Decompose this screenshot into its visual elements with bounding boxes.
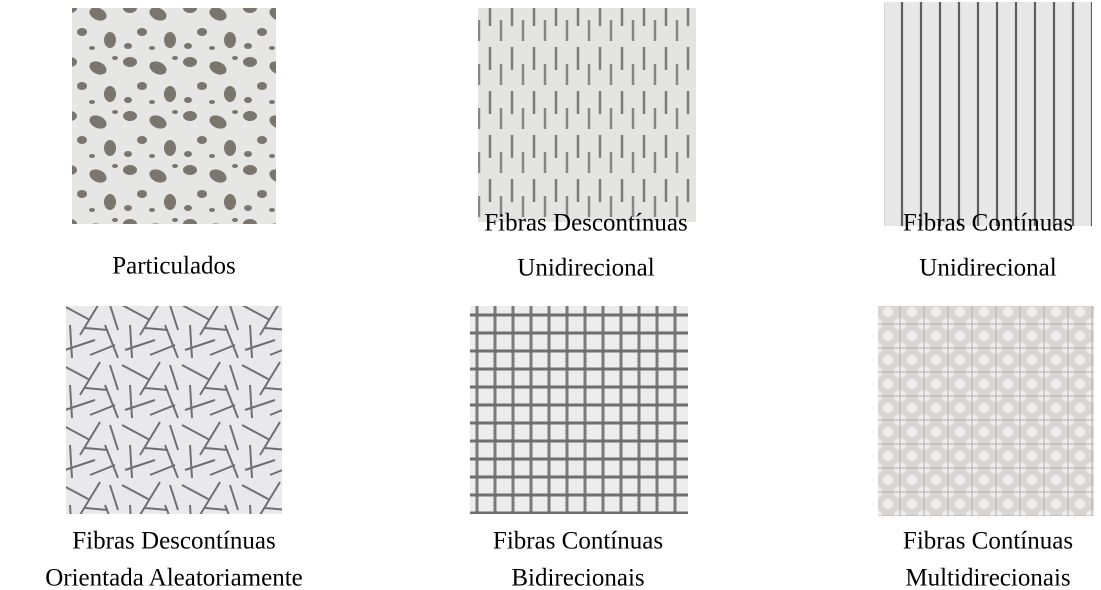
caption: Fibras Contínuas [903, 528, 1073, 555]
caption: Orientada Aleatoriamente [45, 565, 303, 590]
multidirectional-fibers-image [878, 306, 1094, 516]
figure: Particulados Fibras Descontínuas Unidire… [0, 0, 1101, 590]
caption: Multidirecionais [905, 565, 1070, 590]
caption: Unidirecional [517, 255, 655, 282]
continuous-fibers-image [884, 2, 1092, 226]
discontinuous-fibers-image [478, 8, 696, 222]
random-fibers-image [66, 306, 282, 514]
caption: Fibras Descontínuas [484, 210, 687, 237]
particulate-image [72, 8, 276, 224]
bidirectional-fibers-image [470, 306, 688, 514]
page: Particulados Fibras Descontínuas Unidire… [0, 0, 1101, 590]
caption: Fibras Contínuas [903, 210, 1073, 237]
caption: Fibras Contínuas [493, 528, 663, 555]
caption: Particulados [112, 253, 236, 280]
caption: Unidirecional [919, 255, 1057, 282]
caption: Fibras Descontínuas [72, 528, 275, 555]
caption: Bidirecionais [511, 565, 644, 590]
